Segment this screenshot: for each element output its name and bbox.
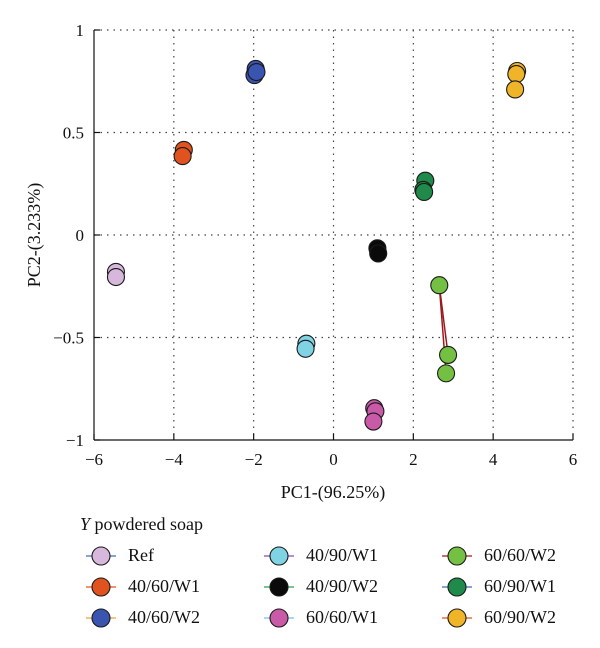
legend-title: Y powdered soap: [80, 514, 590, 535]
legend-marker: [264, 576, 294, 597]
legend-circle: [269, 545, 289, 566]
legend-title-text: powdered soap: [94, 514, 203, 534]
data-point: [106, 267, 126, 287]
legend-item: 40/90/W1: [258, 541, 436, 570]
legend-title-italic: Y: [80, 514, 91, 534]
legend-item: 60/90/W2: [436, 603, 596, 632]
legend-marker: [264, 607, 294, 628]
legend-label: Ref: [128, 545, 154, 565]
legend-item: 60/90/W1: [436, 572, 596, 601]
axis-ticks: −6 −4 −2 0 2 4 6 −1 −0.5 0 0.5 1: [53, 21, 577, 469]
legend: Y powdered soap Ref 40/90/W1 60/60/W2 40/60…: [80, 514, 590, 632]
legend-marker: [442, 607, 472, 628]
y-tick-label: −1: [66, 431, 84, 450]
legend-circle: [447, 576, 467, 597]
legend-label: 60/60/W1: [306, 607, 378, 627]
data-point: [173, 147, 192, 166]
data-point: [437, 364, 456, 383]
legend-circle: [91, 607, 111, 628]
y-tick-label: 0: [76, 226, 85, 245]
legend-marker: [442, 545, 472, 566]
data-point: [364, 412, 383, 431]
data-point: [369, 244, 388, 263]
data-point: [430, 276, 449, 295]
data-point: [506, 80, 525, 99]
x-axis-title: PC1-(96.25%): [281, 482, 386, 503]
x-tick-label: 2: [409, 450, 418, 469]
x-tick-label: −6: [85, 450, 103, 469]
data-point: [415, 182, 434, 201]
legend-circle: [269, 576, 289, 597]
x-tick-label: 6: [569, 450, 578, 469]
legend-grid: Ref 40/90/W1 60/60/W2 40/60/W1 40/90/W2 60/90…: [80, 541, 590, 632]
data-points: [106, 59, 527, 431]
legend-label: 40/60/W1: [128, 576, 200, 596]
legend-item: 40/90/W2: [258, 572, 436, 601]
x-tick-label: 0: [329, 450, 338, 469]
data-point: [296, 339, 315, 358]
y-axis-title: PC2-(3.233%): [24, 183, 45, 288]
legend-marker: [442, 576, 472, 597]
legend-label: 40/90/W2: [306, 576, 378, 596]
legend-circle: [91, 545, 111, 566]
legend-marker: [86, 607, 116, 628]
legend-item: Ref: [80, 541, 258, 570]
x-tick-label: 4: [489, 450, 498, 469]
legend-item: 40/60/W2: [80, 603, 258, 632]
pca-scatter-plot: −6 −4 −2 0 2 4 6 −1 −0.5 0 0.5 1 PC1-(96.25%) PC2-(…: [24, 21, 577, 503]
legend-marker: [264, 545, 294, 566]
legend-item: 60/60/W1: [258, 603, 436, 632]
y-tick-label: 1: [76, 21, 85, 40]
data-point: [247, 62, 266, 82]
legend-circle: [91, 576, 111, 597]
y-tick-label: −0.5: [53, 329, 84, 348]
legend-label: 60/90/W1: [484, 576, 556, 596]
legend-item: 40/60/W1: [80, 572, 258, 601]
legend-circle: [447, 545, 467, 566]
data-point: [439, 345, 458, 364]
legend-marker: [86, 545, 116, 566]
gridlines: [94, 30, 573, 440]
legend-circle: [447, 607, 467, 628]
legend-marker: [86, 576, 116, 597]
x-tick-label: −2: [245, 450, 263, 469]
legend-circle: [269, 607, 289, 628]
legend-label: 40/60/W2: [128, 607, 200, 627]
legend-label: 60/60/W2: [484, 545, 556, 565]
x-tick-label: −4: [165, 450, 184, 469]
legend-item: 60/60/W2: [436, 541, 596, 570]
legend-label: 40/90/W1: [306, 545, 378, 565]
data-point: [507, 65, 526, 84]
legend-label: 60/90/W2: [484, 607, 556, 627]
y-tick-label: 0.5: [63, 124, 84, 143]
